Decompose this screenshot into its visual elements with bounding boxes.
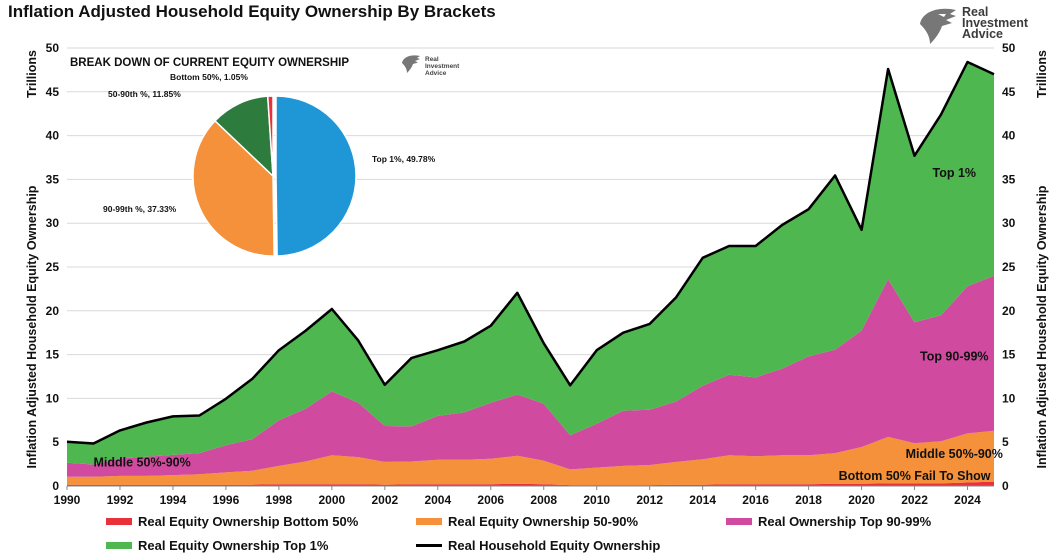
- pie-logo-text: Real: [425, 56, 439, 63]
- x-tick-label: 1990: [54, 493, 81, 507]
- y-tick-label-right: 20: [1002, 304, 1016, 318]
- y-axis-unit-right: Trillions: [1035, 50, 1049, 98]
- y-axis-title-left: Inflation Adjusted Household Equity Owne…: [25, 185, 39, 468]
- y-tick-label-left: 40: [46, 129, 60, 143]
- pie-slice: [275, 95, 357, 257]
- x-tick-label: 2000: [319, 493, 346, 507]
- legend-item-top1: Real Equity Ownership Top 1%: [106, 538, 328, 553]
- pie-title: BREAK DOWN OF CURRENT EQUITY OWNERSHIP: [70, 57, 349, 69]
- area-real-ownership-top-90-99: [67, 275, 994, 477]
- pie-logo-text: Investment: [425, 63, 460, 70]
- y-tick-label-left: 10: [46, 391, 60, 405]
- y-tick-label-right: 25: [1002, 260, 1016, 274]
- pie-slice: [266, 95, 274, 177]
- legend-label: Real Equity Ownership Bottom 50%: [138, 514, 359, 529]
- legend-item-bottom50: Real Equity Ownership Bottom 50%: [106, 514, 358, 529]
- area-real-equity-ownership-top-1: [67, 62, 994, 465]
- x-tick-label: 1994: [160, 493, 187, 507]
- page-title: Inflation Adjusted Household Equity Owne…: [8, 2, 496, 21]
- logo: Real Investment Advice: [916, 6, 1046, 46]
- y-tick-label-left: 25: [46, 260, 60, 274]
- line-real-household-equity-ownership: [66, 60, 995, 445]
- legend-swatch: [106, 518, 132, 525]
- y-tick-label-right: 40: [1002, 129, 1016, 143]
- annotation: Bottom 50% Fail To Show: [839, 469, 991, 483]
- pie-logo-icon: [402, 55, 420, 73]
- x-tick-label: 2012: [636, 493, 663, 507]
- x-tick-label: 2024: [954, 493, 981, 507]
- pie-slice-label: Bottom 50%, 1.05%: [170, 72, 248, 82]
- x-tick-label: 2014: [689, 493, 716, 507]
- eagle-head-icon: [920, 8, 956, 44]
- legend-item-50-90: Real Equity Ownership 50-90%: [416, 514, 638, 529]
- y-axis-title-right: Inflation Adjusted Household Equity Owne…: [1035, 185, 1049, 468]
- x-tick-label: 1998: [266, 493, 293, 507]
- logo-brand-text: Real Investment Advice: [962, 5, 1028, 41]
- x-tick-label: 2016: [742, 493, 769, 507]
- x-tick-label: 2006: [477, 493, 504, 507]
- y-tick-label-left: 15: [46, 348, 60, 362]
- area-real-equity-ownership-bottom-50: [67, 481, 994, 486]
- annotation: Top 1%: [933, 166, 977, 180]
- legend-label: Real Equity Ownership Top 1%: [138, 538, 329, 553]
- legend-swatch: [106, 542, 132, 549]
- y-tick-label-right: 0: [1002, 479, 1009, 493]
- x-tick-label: 2004: [424, 493, 451, 507]
- legend-item-total: Real Household Equity Ownership: [416, 538, 660, 553]
- x-tick-label: 2018: [795, 493, 822, 507]
- legend-swatch: [416, 544, 442, 547]
- area-real-equity-ownership-50-90: [67, 430, 994, 486]
- legend-swatch: [416, 518, 442, 525]
- x-tick-label: 2010: [583, 493, 610, 507]
- legend-swatch: [726, 518, 752, 525]
- y-tick-label-right: 10: [1002, 391, 1016, 405]
- pie-slice-label: Top 1%, 49.78%: [372, 154, 436, 164]
- pie-slice: [192, 119, 275, 257]
- y-tick-label-left: 5: [52, 435, 59, 449]
- pie-slice-label: 50-90th %, 11.85%: [108, 89, 181, 99]
- x-tick-label: 2002: [371, 493, 398, 507]
- x-tick-label: 2020: [848, 493, 875, 507]
- y-tick-label-right: 30: [1002, 216, 1016, 230]
- y-tick-label-right: 35: [1002, 172, 1016, 186]
- y-tick-label-right: 5: [1002, 435, 1009, 449]
- y-tick-label-right: 50: [1002, 41, 1016, 55]
- x-tick-label: 1996: [213, 493, 240, 507]
- y-tick-label-left: 50: [46, 41, 60, 55]
- x-tick-label: 1992: [107, 493, 134, 507]
- y-tick-label-right: 45: [1002, 85, 1016, 99]
- y-tick-label-left: 45: [46, 85, 60, 99]
- legend-item-top90-99: Real Ownership Top 90-99%: [726, 514, 931, 529]
- eagle-head-icon: [402, 55, 420, 73]
- pie-slice-label: 90-99th %, 37.33%: [103, 204, 177, 214]
- y-tick-label-left: 20: [46, 304, 60, 318]
- y-tick-label-right: 15: [1002, 348, 1016, 362]
- x-tick-label: 2022: [901, 493, 928, 507]
- legend-label: Real Ownership Top 90-99%: [758, 514, 932, 529]
- y-tick-label-left: 0: [52, 479, 59, 493]
- legend-label: Real Equity Ownership 50-90%: [448, 514, 639, 529]
- annotation: Top 90-99%: [920, 350, 989, 364]
- y-axis-unit-left: Trillions: [25, 50, 39, 98]
- y-tick-label-left: 30: [46, 216, 60, 230]
- y-tick-label-left: 35: [46, 172, 60, 186]
- x-tick-label: 2008: [530, 493, 557, 507]
- annotation: Middle 50%-90%: [906, 447, 1003, 461]
- pie-logo-text: Advice: [425, 70, 447, 77]
- annotation: Middle 50%-90%: [93, 456, 190, 470]
- legend-label: Real Household Equity Ownership: [448, 538, 661, 553]
